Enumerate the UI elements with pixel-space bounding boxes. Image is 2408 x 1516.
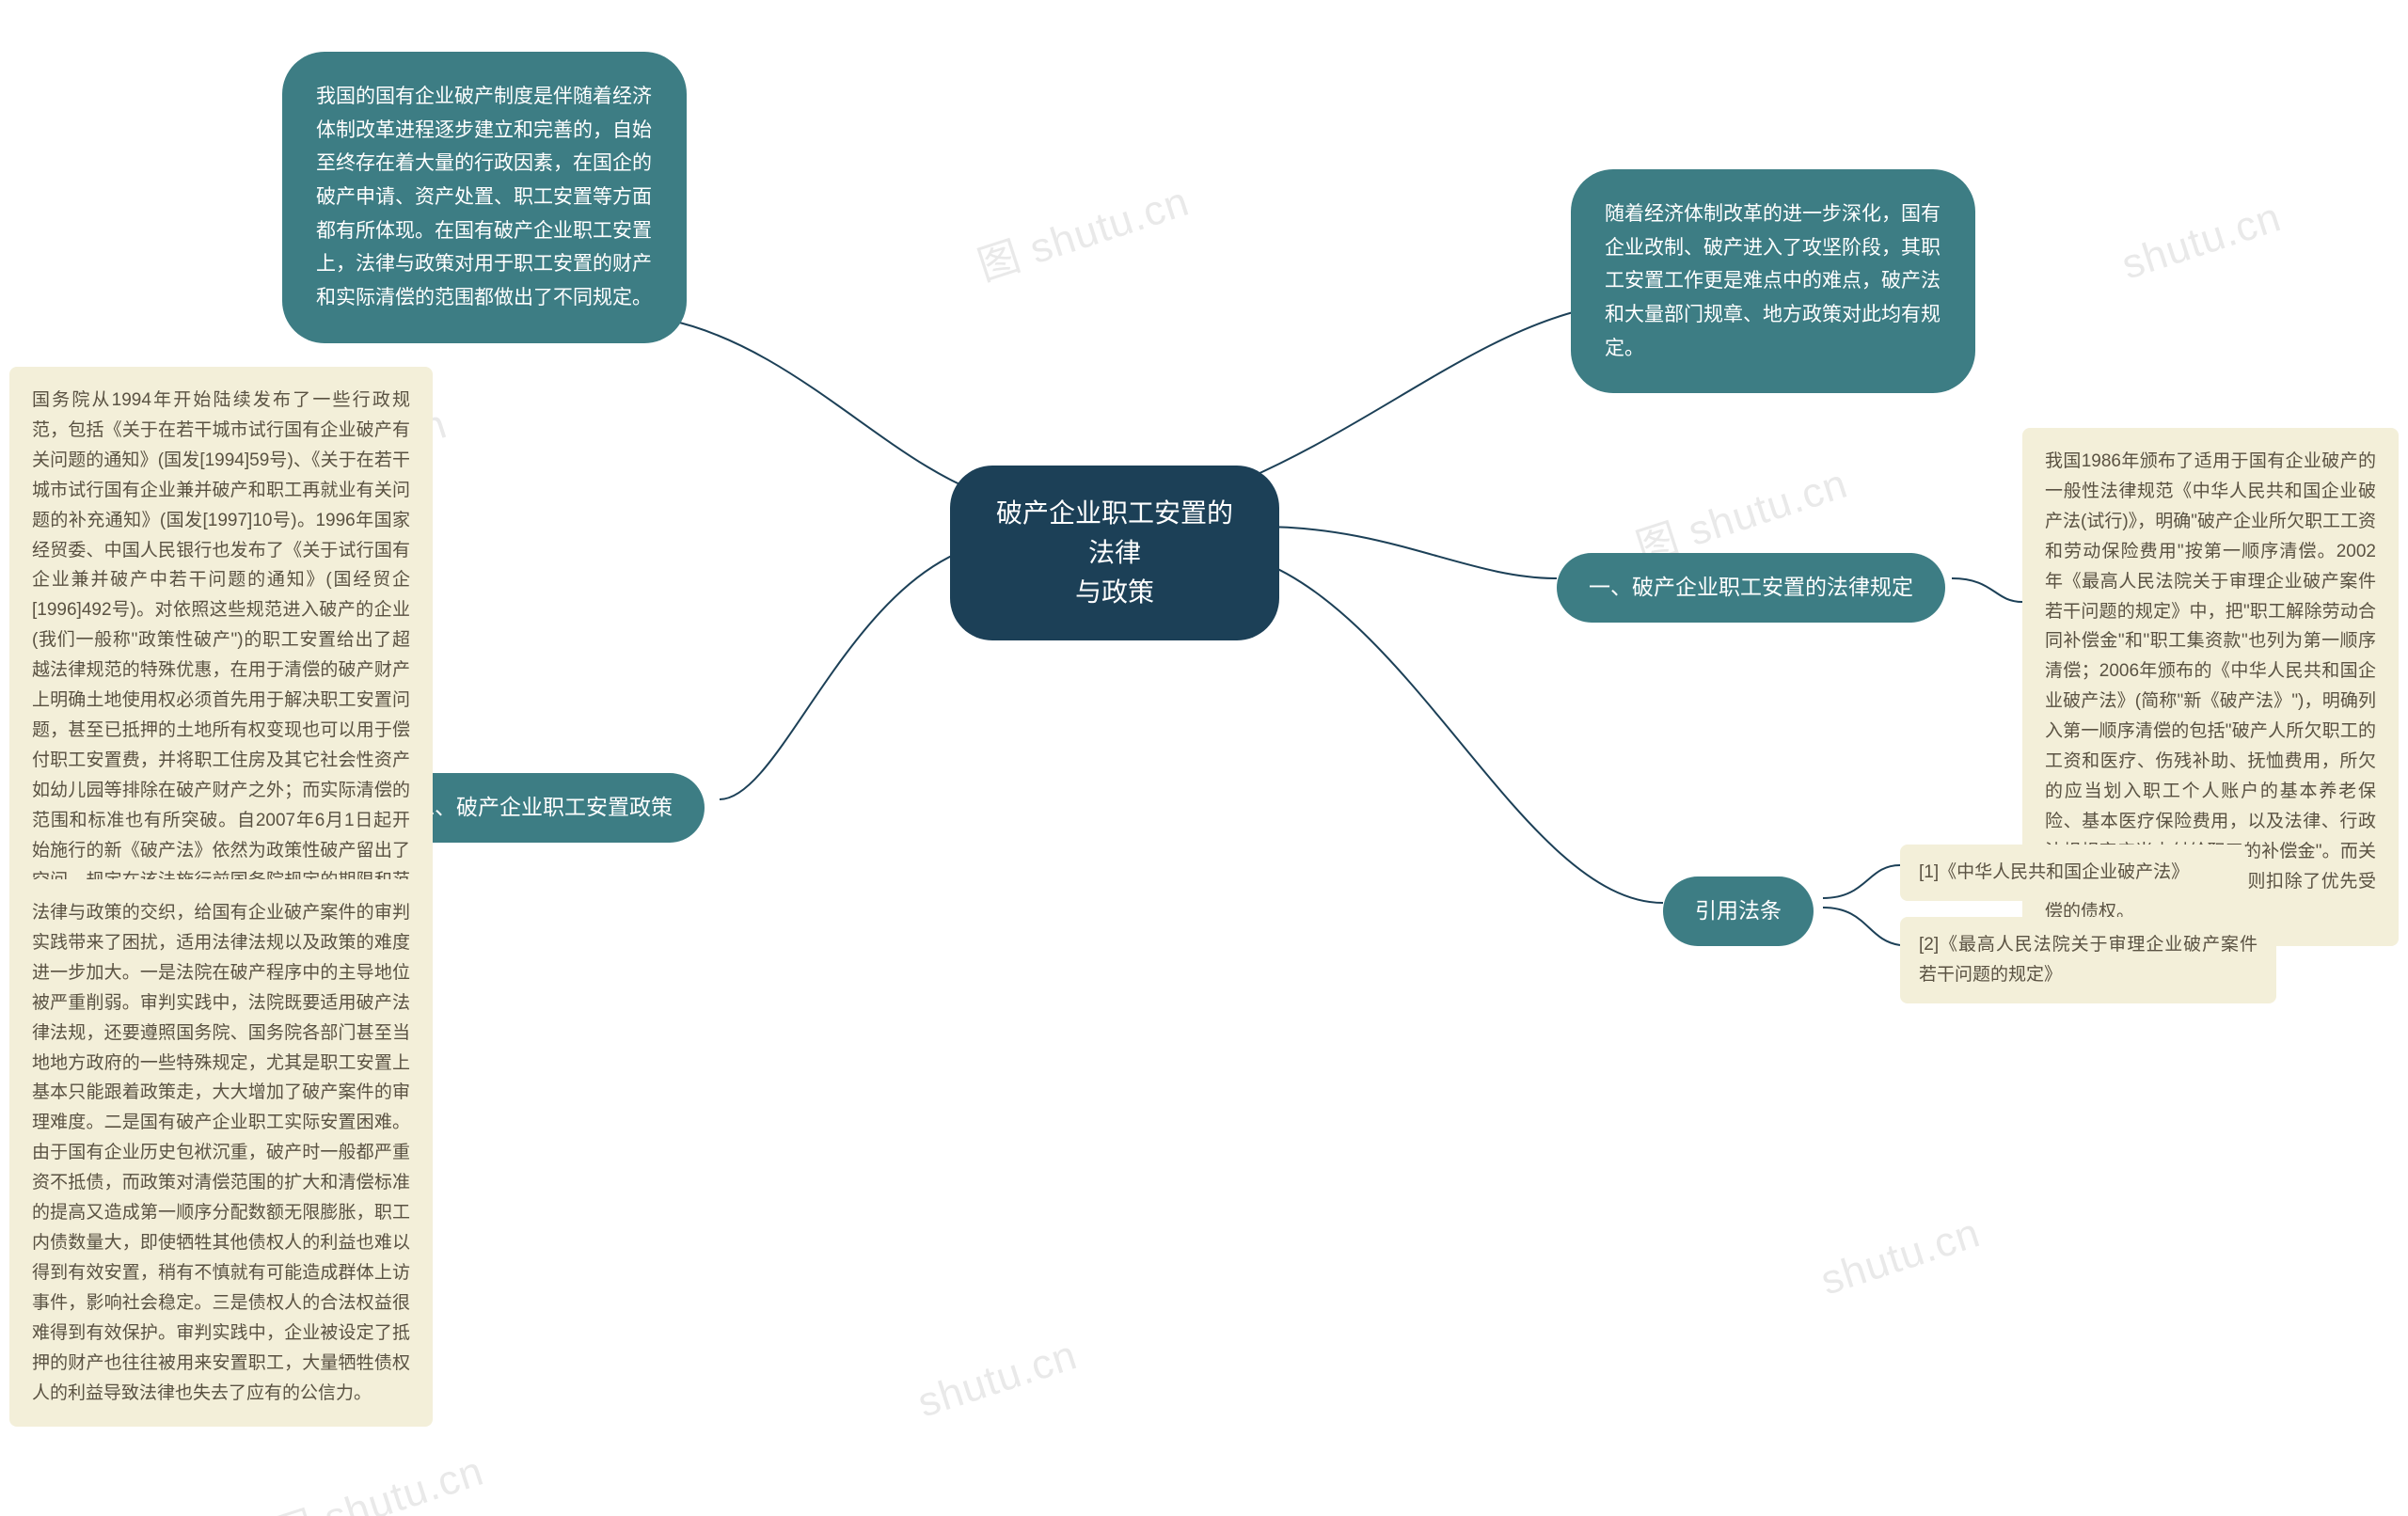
watermark: 图 shutu.cn xyxy=(263,1437,490,1516)
watermark: shutu.cn xyxy=(2116,194,2287,289)
branch-legal-regulations: 一、破产企业职工安置的法律规定 xyxy=(1557,553,1945,623)
leaf-policy-2: 法律与政策的交织，给国有企业破产案件的审判实践带来了困扰，适用法律法规以及政策的… xyxy=(9,879,433,1427)
watermark: shutu.cn xyxy=(912,1332,1083,1427)
intro-left: 我国的国有企业破产制度是伴随着经济体制改革进程逐步建立和完善的，自始至终存在着大… xyxy=(282,52,687,343)
center-node: 破产企业职工安置的法律 与政策 xyxy=(950,466,1279,640)
center-title-line1: 破产企业职工安置的法律 xyxy=(988,494,1242,573)
branch-cited-laws: 引用法条 xyxy=(1663,876,1814,946)
leaf-cited-law-1: [1]《中华人民共和国企业破产法》 xyxy=(1900,845,2248,901)
watermark: shutu.cn xyxy=(1815,1209,1986,1304)
watermark: 图 shutu.cn xyxy=(969,167,1196,292)
center-title-line2: 与政策 xyxy=(988,573,1242,612)
leaf-cited-law-2: [2]《最高人民法院关于审理企业破产案件若干问题的规定》 xyxy=(1900,917,2276,1003)
intro-right: 随着经济体制改革的进一步深化，国有企业改制、破产进入了攻坚阶段，其职工安置工作更… xyxy=(1571,169,1975,393)
